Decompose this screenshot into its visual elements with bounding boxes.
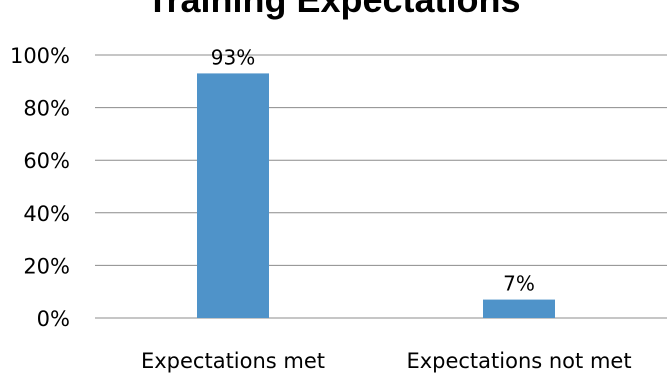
- data-label: 93%: [211, 45, 255, 69]
- bar-2: [483, 299, 555, 318]
- chart-title: Training Expectations: [0, 0, 667, 22]
- bar-1: [197, 73, 269, 318]
- y-tick-label: 80%: [23, 97, 70, 121]
- y-tick-label: 40%: [23, 202, 70, 226]
- data-label: 7%: [503, 272, 535, 296]
- x-category-label: Expectations met: [141, 349, 325, 373]
- y-tick-label: 60%: [23, 149, 70, 173]
- y-tick-label: 100%: [10, 44, 70, 68]
- y-tick-label: 20%: [23, 254, 70, 278]
- x-category-label: Expectations not met: [406, 349, 631, 373]
- y-tick-label: 0%: [37, 307, 70, 331]
